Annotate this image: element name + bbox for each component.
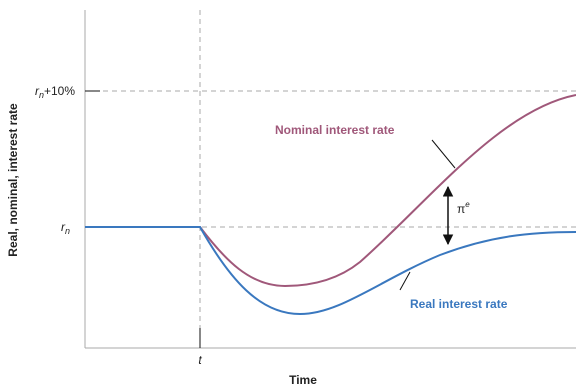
y-tick-label: rn+10% (35, 84, 75, 100)
curve-label: Nominal interest rate (275, 123, 395, 137)
y-axis-label: Real, nominal, interest rate (6, 103, 20, 257)
x-tick-label: t (198, 353, 202, 367)
leader (399, 271, 411, 291)
curve-label: Real interest rate (410, 297, 508, 311)
nominal-curve (85, 94, 576, 288)
y-tick-label: rn (61, 220, 70, 236)
x-axis-label: Time (289, 373, 317, 387)
real-curve (85, 226, 576, 316)
leader (431, 139, 456, 169)
gap-label: πe (457, 200, 470, 216)
